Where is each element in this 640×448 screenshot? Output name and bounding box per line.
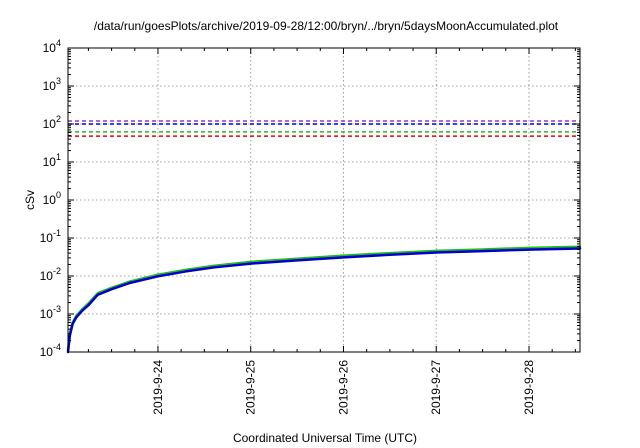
y-tick-label: 101 (43, 152, 61, 169)
y-tick-label: 103 (43, 76, 61, 93)
y-tick-label: 10-1 (40, 228, 61, 245)
chart-title: /data/run/goesPlots/archive/2019-09-28/1… (94, 19, 559, 33)
x-tick-label: 2019-9-24 (151, 360, 165, 415)
x-tick-label: 2019-9-28 (522, 360, 536, 415)
y-tick-label: 10-3 (40, 304, 61, 321)
y-tick-label: 100 (43, 190, 61, 207)
y-axis-title: cSv (23, 190, 37, 210)
plot-area (66, 47, 582, 354)
x-tick-label: 2019-9-27 (429, 360, 443, 415)
y-tick-label: 10-2 (40, 266, 61, 283)
x-tick-label: 2019-9-25 (244, 360, 258, 415)
x-axis-title: Coordinated Universal Time (UTC) (233, 431, 417, 445)
y-tick-label: 104 (43, 38, 61, 55)
y-tick-label: 10-4 (40, 342, 61, 359)
x-tick-label: 2019-9-26 (336, 360, 350, 415)
x-axis: 2019-9-24 2019-9-25 2019-9-26 2019-9-27 2019… (87, 48, 576, 415)
series-line (66, 245, 582, 351)
y-tick-label: 102 (43, 114, 61, 131)
series-line (66, 247, 582, 354)
